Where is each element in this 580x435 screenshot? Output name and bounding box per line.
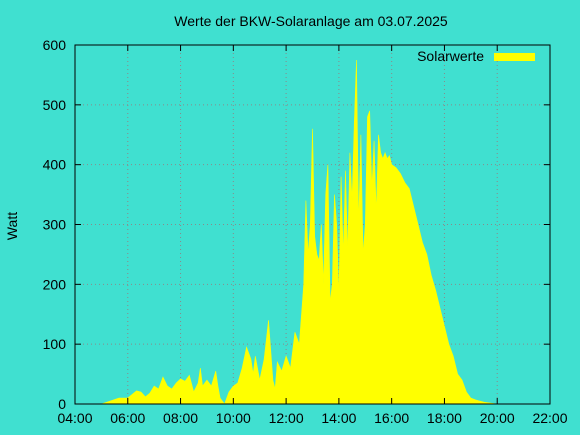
legend-label: Solarwerte: [417, 48, 484, 64]
y-tick-label: 200: [43, 276, 67, 292]
y-tick-label: 300: [43, 217, 67, 233]
x-tick-label: 06:00: [110, 410, 145, 426]
x-tick-label: 08:00: [163, 410, 198, 426]
x-tick-label: 18:00: [427, 410, 462, 426]
y-tick-label: 0: [58, 396, 66, 412]
y-tick-label: 600: [43, 37, 67, 53]
chart-title: Werte der BKW-Solaranlage am 03.07.2025: [174, 13, 448, 29]
x-tick-label: 22:00: [532, 410, 567, 426]
legend: Solarwerte: [417, 48, 535, 64]
y-tick-label: 500: [43, 97, 67, 113]
y-axis-label: Watt: [4, 212, 20, 240]
y-tick-label: 400: [43, 157, 67, 173]
series-layer: [101, 59, 537, 405]
series-area-solarwerte: [101, 59, 537, 405]
x-tick-label: 04:00: [57, 410, 92, 426]
x-tick-label: 20:00: [480, 410, 515, 426]
y-tick-label: 100: [43, 336, 67, 352]
ticks-layer: 04:00 06:00 08:00 10:00 12:00 14:00 16:00 18:00…: [43, 37, 568, 426]
x-tick-label: 12:00: [269, 410, 304, 426]
x-tick-label: 14:00: [321, 410, 356, 426]
x-tick-label: 10:00: [216, 410, 251, 426]
x-tick-label: 16:00: [374, 410, 409, 426]
legend-swatch: [494, 53, 535, 61]
